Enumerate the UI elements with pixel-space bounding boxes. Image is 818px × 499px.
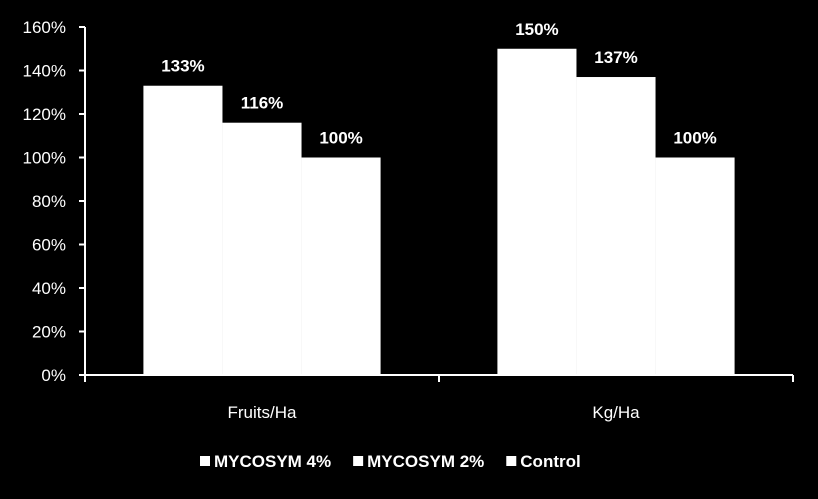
y-tick-label: 40% [32, 279, 66, 298]
legend-swatch [200, 456, 210, 466]
legend-swatch [506, 456, 517, 466]
bar [222, 122, 302, 375]
y-tick-label: 0% [41, 366, 66, 385]
legend-label: Control [520, 452, 580, 471]
legend-label: MYCOSYM 2% [367, 452, 484, 471]
x-category-label: Fruits/Ha [228, 403, 298, 422]
y-tick-label: 100% [23, 149, 66, 168]
legend: MYCOSYM 4% MYCOSYM 2% Control [200, 452, 581, 471]
bar [143, 85, 223, 375]
bar [576, 77, 656, 376]
bar [301, 157, 381, 375]
y-axis: 0% 20% 40% 60% 80% 100% 120% 140% 160% [23, 18, 86, 385]
y-tick-label: 160% [23, 18, 66, 37]
bar-value-label: 150% [515, 20, 558, 39]
legend-swatch [353, 456, 364, 466]
bar-value-label: 100% [673, 129, 716, 148]
bar [655, 157, 735, 375]
bar-value-label: 133% [161, 57, 204, 76]
y-tick-label: 60% [32, 236, 66, 255]
y-tick-label: 140% [23, 62, 66, 81]
y-tick-label: 120% [23, 105, 66, 124]
bars [143, 48, 735, 376]
bar [497, 48, 577, 375]
y-tick-label: 80% [32, 192, 66, 211]
bar-value-label: 116% [241, 94, 284, 113]
data-labels: 133% 150% 116% 137% 100% 100% [161, 20, 717, 148]
x-axis: Fruits/Ha Kg/Ha [84, 374, 794, 422]
legend-label: MYCOSYM 4% [214, 452, 331, 471]
bar-value-label: 100% [319, 129, 362, 148]
x-category-label: Kg/Ha [592, 403, 640, 422]
y-tick-label: 20% [32, 323, 66, 342]
bar-value-label: 137% [594, 48, 637, 67]
